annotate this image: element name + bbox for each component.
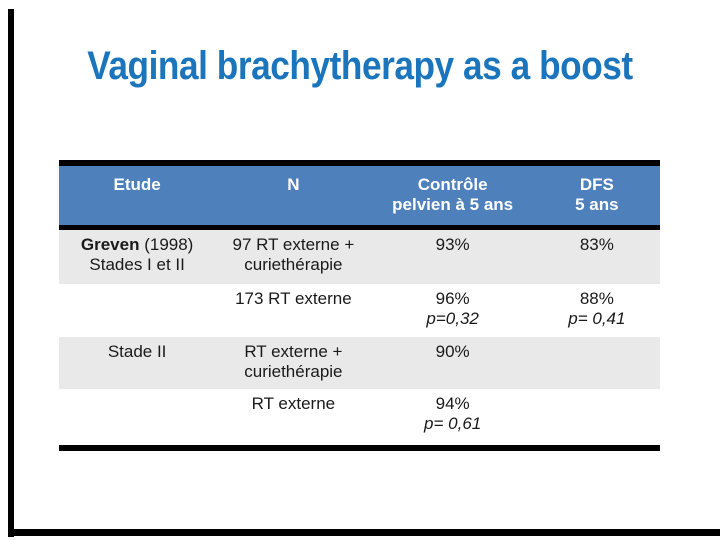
header-cell-etude: Etude	[59, 166, 215, 225]
p-value: p= 0,61	[424, 414, 482, 433]
cell-dfs: 83%	[579, 235, 614, 254]
slide-bottom-border-bar	[8, 529, 720, 536]
table-header-row: Etude N Contrôle pelvien à 5 ans DFS 5 a…	[59, 160, 660, 230]
cell-etude	[59, 284, 215, 337]
slide-left-border-bar	[8, 9, 14, 537]
cell-controle: 96% p=0,32	[372, 284, 534, 337]
cell-n: 173 RT externe	[235, 289, 352, 308]
table-row: 173 RT externe 96% p=0,32 88% p= 0,41	[59, 284, 660, 337]
header-label: N	[287, 175, 300, 194]
table-row: Stade II RT externe + curiethérapie 90%	[59, 337, 660, 389]
cell-dfs: 88% p= 0,41	[534, 284, 660, 337]
cell-controle: 94% p= 0,61	[372, 389, 534, 445]
p-value: p=0,32	[426, 309, 479, 328]
header-label: Contrôle	[417, 175, 488, 194]
cell-etude: Greven (1998) Stades I et II	[59, 230, 215, 284]
cell-n: RT externe + curiethérapie	[244, 342, 343, 381]
header-label: Etude	[113, 175, 161, 194]
cell-dfs	[534, 337, 660, 389]
study-stage: Stade II	[107, 342, 167, 361]
table-row: RT externe 94% p= 0,61	[59, 389, 660, 451]
slide-title: Vaginal brachytherapy as a boost	[87, 44, 633, 88]
header-cell-n: N	[215, 166, 371, 225]
cell-n: RT externe	[251, 394, 336, 413]
table-row: Greven (1998) Stades I et II 97 RT exter…	[59, 230, 660, 284]
study-table: Etude N Contrôle pelvien à 5 ans DFS 5 a…	[59, 160, 660, 451]
header-cell-controle: Contrôle pelvien à 5 ans	[372, 166, 534, 225]
header-cell-dfs: DFS 5 ans	[534, 166, 660, 225]
study-stage: Stades I et II	[89, 255, 185, 274]
cell-etude: Stade II	[59, 337, 215, 389]
cell-controle: 93%	[435, 235, 470, 254]
cell-dfs	[534, 389, 660, 445]
header-label-line2: 5 ans	[575, 195, 619, 214]
study-name: Greven (1998)	[80, 235, 194, 254]
p-value: p= 0,41	[568, 309, 626, 328]
cell-etude	[59, 389, 215, 445]
cell-controle: 90%	[435, 342, 470, 361]
cell-n: 97 RT externe + curiethérapie	[232, 235, 355, 274]
header-label: DFS	[579, 175, 614, 194]
header-label-line2: pelvien à 5 ans	[392, 195, 514, 214]
